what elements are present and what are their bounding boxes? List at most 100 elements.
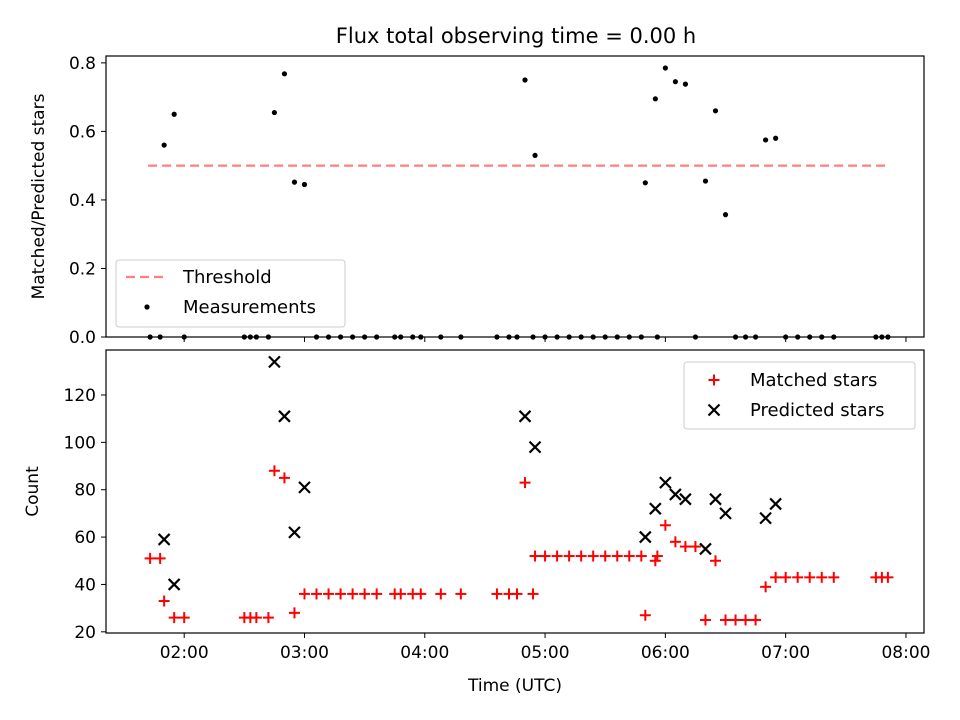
measurement-point — [807, 334, 813, 340]
measurement-point — [171, 111, 177, 117]
top-ylabel: Matched/Predicted stars — [29, 93, 49, 299]
bottom-xtick-label: 07:00 — [761, 643, 810, 663]
matched-star-point — [435, 588, 447, 600]
bottom-ytick-label: 120 — [64, 386, 96, 406]
matched-star-point — [679, 541, 691, 553]
matched-star-point — [250, 612, 262, 624]
legend-measurements-swatch — [144, 304, 150, 310]
matched-star-point — [828, 571, 840, 583]
predicted-star-point-b — [669, 488, 682, 501]
bottom-xtick-label: 02:00 — [160, 643, 209, 663]
measurement-point — [325, 334, 332, 340]
measurement-point — [494, 334, 500, 340]
predicted-star-point — [669, 488, 682, 501]
measurement-point — [313, 334, 320, 340]
measurement-point — [157, 334, 163, 340]
measurement-point — [712, 108, 719, 114]
measurement-point — [692, 334, 699, 340]
predicted-star-point — [268, 355, 281, 369]
predicted-star-point-b — [709, 492, 722, 506]
predicted-star-point-b — [528, 440, 542, 454]
measurement-point — [742, 334, 749, 340]
measurement-point — [873, 334, 879, 340]
measurement-point — [602, 334, 608, 340]
measurement-point — [773, 135, 779, 141]
measurement-point — [438, 334, 444, 340]
matched-star-point — [154, 552, 166, 564]
matched-star-point — [311, 588, 323, 600]
measurement-point — [147, 334, 153, 340]
measurement-point — [638, 334, 644, 340]
measurement-point — [752, 334, 759, 340]
bottom-ytick-label: 40 — [74, 575, 96, 595]
measurement-point — [350, 334, 356, 340]
bottom-panel: 20 40 60 80 100 120 02:00 03:00 04:00 05:00 06:00 0… — [23, 349, 930, 696]
measurement-point — [337, 334, 344, 340]
measurement-point — [654, 334, 660, 340]
measurement-point — [458, 334, 464, 340]
matched-star-point — [144, 552, 156, 564]
bottom-ytick-label: 80 — [74, 481, 96, 501]
matched-star-point — [599, 550, 611, 562]
matched-star-point — [740, 614, 752, 626]
matched-star-point — [792, 571, 804, 583]
matched-star-point — [335, 588, 347, 600]
matched-star-point — [168, 612, 180, 624]
bottom-xtick-label: 04:00 — [400, 643, 449, 663]
matched-star-point — [750, 614, 762, 626]
measurement-point — [831, 334, 837, 340]
predicted-star-point-b — [288, 526, 301, 539]
chart-title: Flux total observing time = 0.00 h — [336, 24, 696, 48]
top-ytick-label: 0.6 — [69, 122, 96, 142]
predicted-star-point-b — [679, 492, 692, 506]
bottom-ytick-label: 20 — [74, 623, 96, 643]
predicted-star-point-b — [699, 542, 712, 556]
predicted-star-point-b — [298, 481, 311, 494]
predicted-star-point-b — [639, 530, 652, 544]
predicted-star-point — [769, 497, 782, 511]
matched-star-point — [780, 571, 792, 583]
measurement-point — [291, 179, 298, 185]
measurement-point — [362, 334, 368, 340]
bottom-xtick-label: 08:00 — [881, 643, 930, 663]
matched-star-point — [563, 550, 575, 562]
matched-star-point — [262, 612, 274, 624]
measurement-point — [819, 334, 825, 340]
predicted-star-point-b — [719, 507, 732, 520]
predicted-star-point — [719, 507, 732, 520]
matched-star-point — [511, 588, 523, 600]
predicted-star-point-b — [769, 497, 782, 511]
bottom-ytick-label: 100 — [64, 433, 96, 453]
measurement-point — [542, 334, 548, 340]
matched-star-point — [415, 588, 427, 600]
measurement-point — [672, 79, 678, 85]
matched-star-point — [278, 472, 290, 484]
measurement-point — [795, 334, 801, 340]
predicted-star-point — [759, 511, 772, 525]
legend-predicted-swatch — [707, 403, 721, 417]
measurement-point — [879, 334, 885, 340]
legend-measurements-label: Measurements — [183, 297, 316, 318]
measurement-point — [374, 334, 380, 340]
measurement-point — [614, 334, 620, 340]
matched-star-point — [395, 588, 407, 600]
measurement-point — [301, 181, 308, 188]
matched-star-point — [699, 614, 711, 626]
matched-star-point — [347, 588, 359, 600]
matched-star-point — [689, 541, 701, 553]
matched-star-point — [770, 571, 782, 583]
measurement-point — [763, 137, 769, 143]
measurement-point — [506, 334, 512, 340]
bottom-xtick-label: 06:00 — [641, 643, 690, 663]
predicted-star-point — [679, 492, 692, 506]
predicted-star-point — [278, 410, 291, 423]
measurement-point — [642, 180, 648, 186]
measurement-point — [247, 334, 253, 340]
matched-star-point — [539, 550, 551, 562]
measurement-point — [418, 334, 424, 340]
measurement-point — [885, 334, 891, 340]
matched-star-point — [651, 550, 663, 562]
matched-star-point — [587, 550, 599, 562]
